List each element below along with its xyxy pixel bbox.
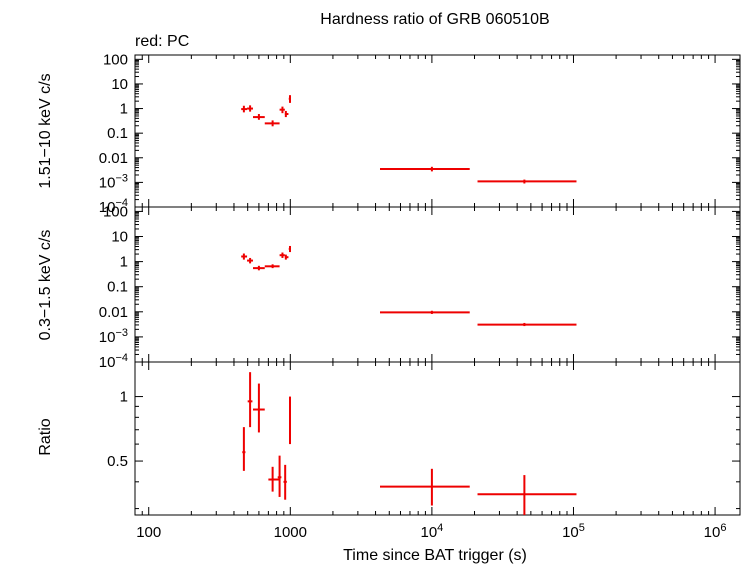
panel1-y-axis-label: 1.51−10 keV c/s: [37, 73, 54, 188]
x-tick-label-base: 10: [420, 524, 437, 541]
x-tick-label-base: 10: [704, 524, 721, 541]
y-tick-label: 100: [103, 51, 128, 68]
y-tick-label-base: 10: [99, 329, 116, 346]
y-tick-label: 10: [111, 76, 128, 93]
y-tick-label: 0.1: [107, 125, 128, 142]
data-point: [379, 310, 470, 314]
y-tick-label: 0.01: [99, 150, 128, 167]
x-tick-label: 105: [562, 522, 585, 541]
data-point: [264, 264, 280, 269]
y-tick-label: 0.5: [107, 453, 128, 470]
x-tick-label: 106: [704, 522, 727, 541]
y-tick-label-base: 10: [99, 354, 116, 371]
data-point: [252, 114, 265, 120]
x-axis-label: Time since BAT trigger (s): [343, 547, 527, 564]
data-point: [477, 322, 577, 327]
data-point: [279, 106, 285, 114]
y-tick-label-exponent: −4: [115, 197, 128, 209]
panel-3: 10.5: [107, 361, 741, 516]
chart-title: Hardness ratio of GRB 060510B: [320, 11, 549, 28]
x-tick-label: 100: [136, 524, 161, 541]
panel-frame: [134, 54, 741, 208]
x-tick-label: 1000: [274, 524, 307, 541]
y-tick-label-exponent: −3: [115, 327, 128, 339]
data-point: [241, 253, 248, 260]
data-point: [288, 95, 291, 103]
y-tick-label: 100: [103, 203, 128, 220]
data-point: [288, 396, 291, 445]
panel2-y-axis-label: 0.3−1.5 keV c/s: [37, 230, 54, 341]
y-tick-label-exponent: −3: [115, 172, 128, 184]
x-tick-label-exponent: 4: [437, 522, 443, 534]
y-tick-label: 0.1: [107, 279, 128, 296]
data-point: [242, 427, 246, 471]
y-tick-label: 10−4: [99, 197, 128, 216]
y-tick-label: 10: [111, 229, 128, 246]
y-tick-label-base: 10: [99, 199, 116, 216]
data-point: [284, 110, 289, 118]
data-point: [283, 464, 287, 500]
panel3-y-axis-label: Ratio: [37, 418, 54, 455]
y-tick-label-base: 10: [99, 174, 116, 191]
x-tick-label-exponent: 6: [720, 522, 726, 534]
data-point: [477, 475, 577, 515]
y-tick-label: 10−4: [99, 352, 128, 371]
x-tick-label: 104: [420, 522, 443, 541]
chart-subtitle: red: PC: [135, 33, 189, 50]
panel-frame: [134, 361, 741, 516]
data-point: [252, 265, 265, 271]
data-point: [247, 372, 253, 428]
panel-frame: [134, 206, 741, 363]
y-tick-label: 1: [120, 254, 128, 271]
y-tick-label: 1: [120, 101, 128, 118]
y-tick-label-exponent: −4: [115, 352, 128, 364]
y-tick-label: 10−3: [99, 327, 128, 346]
plot-area: 1001010.10.0110−310−41001010.10.0110−310…: [99, 51, 741, 541]
data-point: [277, 455, 282, 497]
data-point: [477, 179, 577, 184]
data-point: [379, 166, 470, 172]
y-tick-label: 1: [120, 389, 128, 406]
data-point: [288, 245, 291, 253]
y-tick-label: 0.01: [99, 304, 128, 321]
data-point: [247, 257, 253, 264]
data-point: [268, 466, 281, 492]
data-point: [247, 105, 253, 112]
data-point: [379, 468, 470, 506]
data-point: [279, 252, 285, 258]
data-point: [284, 254, 289, 260]
data-point: [264, 120, 280, 127]
y-tick-label: 10−3: [99, 172, 128, 191]
x-tick-label-exponent: 5: [579, 522, 585, 534]
x-tick-label-base: 10: [562, 524, 579, 541]
data-point: [252, 383, 265, 433]
data-point: [241, 105, 248, 113]
